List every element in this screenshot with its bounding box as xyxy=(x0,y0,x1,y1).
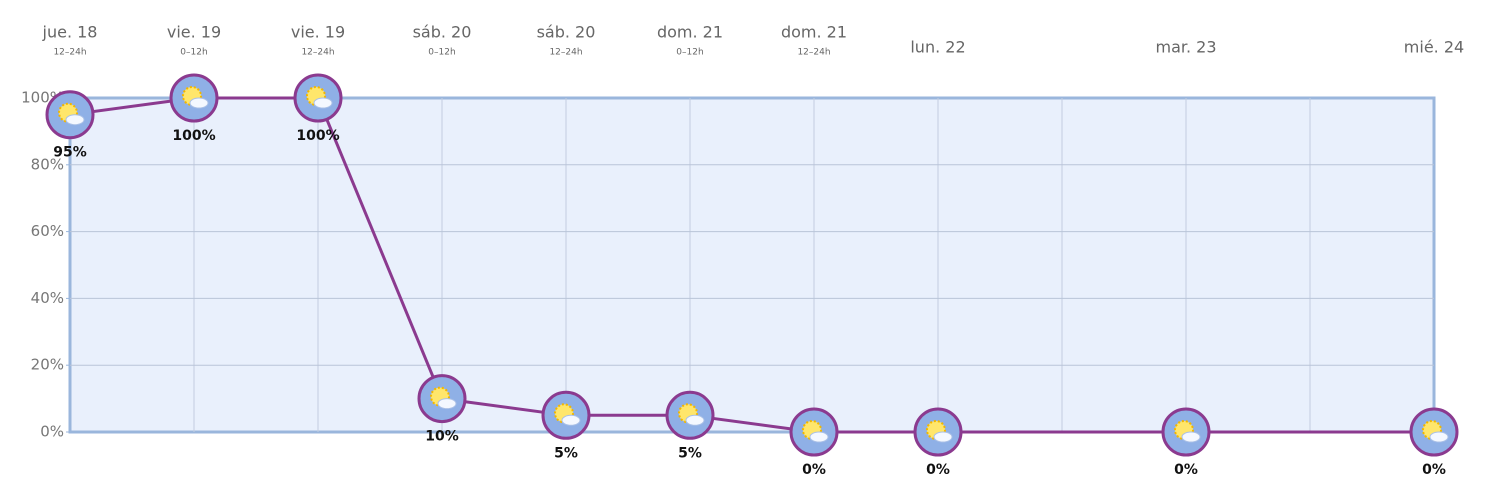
cloud xyxy=(685,414,705,426)
weather-icon xyxy=(678,403,705,426)
x-label: vie. 19 xyxy=(167,23,221,42)
value-label: 95% xyxy=(53,145,87,161)
value-label: 100% xyxy=(296,128,339,144)
cloud xyxy=(561,414,581,426)
x-label: sáb. 20 xyxy=(413,23,472,42)
weather-icon xyxy=(1422,420,1449,443)
cloud xyxy=(189,97,209,109)
value-label: 5% xyxy=(554,445,578,461)
cloud xyxy=(809,431,829,443)
weather-icon xyxy=(58,102,85,126)
weather-icon xyxy=(802,420,829,443)
line-segment xyxy=(316,97,444,400)
cloud xyxy=(65,114,85,126)
x-label: mié. 24 xyxy=(1404,38,1464,57)
value-label: 0% xyxy=(802,462,826,478)
cloud xyxy=(933,431,953,443)
weather-icon xyxy=(1174,420,1201,443)
value-label: 0% xyxy=(1422,462,1446,478)
cloud xyxy=(1429,431,1449,443)
y-tick-label: 40% xyxy=(31,289,64,307)
weather-icon xyxy=(926,420,953,443)
weather-icon xyxy=(306,86,333,109)
weather-icon xyxy=(554,403,581,426)
x-label: mar. 23 xyxy=(1155,38,1216,57)
x-sublabel: 12–24h xyxy=(549,48,582,58)
cloud xyxy=(437,398,457,410)
y-tick-label: 0% xyxy=(40,423,64,441)
x-label: lun. 22 xyxy=(910,38,965,57)
y-tick-label: 20% xyxy=(31,356,64,374)
y-tick-label: 60% xyxy=(31,222,64,240)
x-sublabel: 12–24h xyxy=(301,48,334,58)
value-label: 100% xyxy=(172,128,215,144)
value-label: 5% xyxy=(678,445,702,461)
x-label: sáb. 20 xyxy=(537,23,596,42)
value-label: 0% xyxy=(926,462,950,478)
x-label: jue. 18 xyxy=(42,23,98,42)
x-sublabel: 0–12h xyxy=(428,48,455,58)
weather-icon xyxy=(430,386,457,410)
x-label: dom. 21 xyxy=(657,23,723,42)
cloud xyxy=(1181,431,1201,443)
cloud xyxy=(313,97,333,109)
weather-icon xyxy=(182,86,209,109)
x-sublabel: 0–12h xyxy=(180,48,207,58)
y-tick-label: 80% xyxy=(31,155,64,173)
plot-area xyxy=(68,96,1436,434)
x-label: dom. 21 xyxy=(781,23,847,42)
x-sublabel: 12–24h xyxy=(797,48,830,58)
x-label: vie. 19 xyxy=(291,23,345,42)
x-sublabel: 12–24h xyxy=(53,48,86,58)
value-label: 10% xyxy=(425,429,459,445)
value-label: 0% xyxy=(1174,462,1198,478)
x-sublabel: 0–12h xyxy=(676,48,703,58)
